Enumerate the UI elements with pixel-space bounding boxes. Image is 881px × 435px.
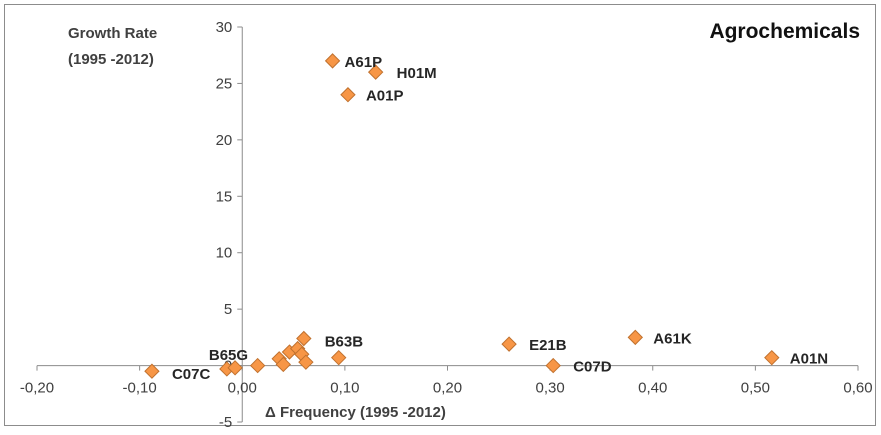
y-tick-label: 5 (224, 301, 232, 318)
y-tick-label: 25 (216, 75, 233, 92)
chart-border (4, 4, 876, 426)
y-tick-label: 10 (216, 245, 233, 262)
point-label: E21B (529, 337, 567, 354)
data-point (144, 363, 160, 379)
data-point (545, 357, 561, 374)
data-point (627, 329, 644, 346)
y-axis-title-line-1: Growth Rate (68, 25, 157, 42)
axes (36, 26, 859, 423)
x-tick-label: 0,00 (228, 380, 257, 397)
point-labels: A61P H01M A01P C07C B65G B63B E21B C07D A61K A01N (172, 54, 828, 383)
y-tick-label: 20 (216, 132, 233, 149)
x-tick-label: 0,10 (330, 380, 359, 397)
y-tick-label: -5 (219, 414, 232, 430)
tick-labels: -0,20 -0,10 0,00 0,10 0,20 0,30 0,40 0,50 0,60 -5… (20, 19, 873, 431)
data-point (340, 87, 356, 103)
data-points (144, 53, 780, 379)
data-point (501, 336, 517, 352)
y-axis-title-line-2: (1995 -2012) (68, 51, 154, 68)
point-label: A61K (653, 330, 692, 347)
x-tick-label: 0,40 (638, 380, 667, 397)
point-label: H01M (397, 65, 437, 82)
data-point (367, 64, 384, 80)
x-tick-label: -0,10 (123, 380, 157, 397)
data-point (275, 356, 292, 373)
chart-title: Agrochemicals (709, 20, 860, 43)
x-tick-label: 0,30 (536, 380, 565, 397)
data-point (764, 349, 780, 366)
x-tick-label: 0,50 (741, 380, 770, 397)
point-label: C07D (573, 359, 612, 376)
point-label: C07C (172, 366, 211, 383)
x-tick-label: 0,20 (433, 380, 462, 397)
data-point (296, 330, 312, 347)
point-label: B65G (209, 347, 248, 364)
point-label: A01N (790, 351, 828, 368)
data-point (249, 357, 266, 374)
data-point (227, 360, 243, 376)
x-tick-label: 0,60 (843, 380, 872, 397)
data-point (324, 53, 341, 69)
y-tick-label: 30 (216, 19, 233, 36)
point-label: A01P (366, 88, 404, 105)
point-label: A61P (345, 54, 383, 71)
point-label: B63B (325, 334, 364, 351)
x-tick-label: -0,20 (20, 380, 54, 397)
data-point (331, 349, 347, 366)
y-tick-label: 15 (216, 188, 233, 205)
x-axis-title: Δ Frequency (1995 -2012) (265, 404, 446, 421)
data-point (298, 354, 314, 370)
